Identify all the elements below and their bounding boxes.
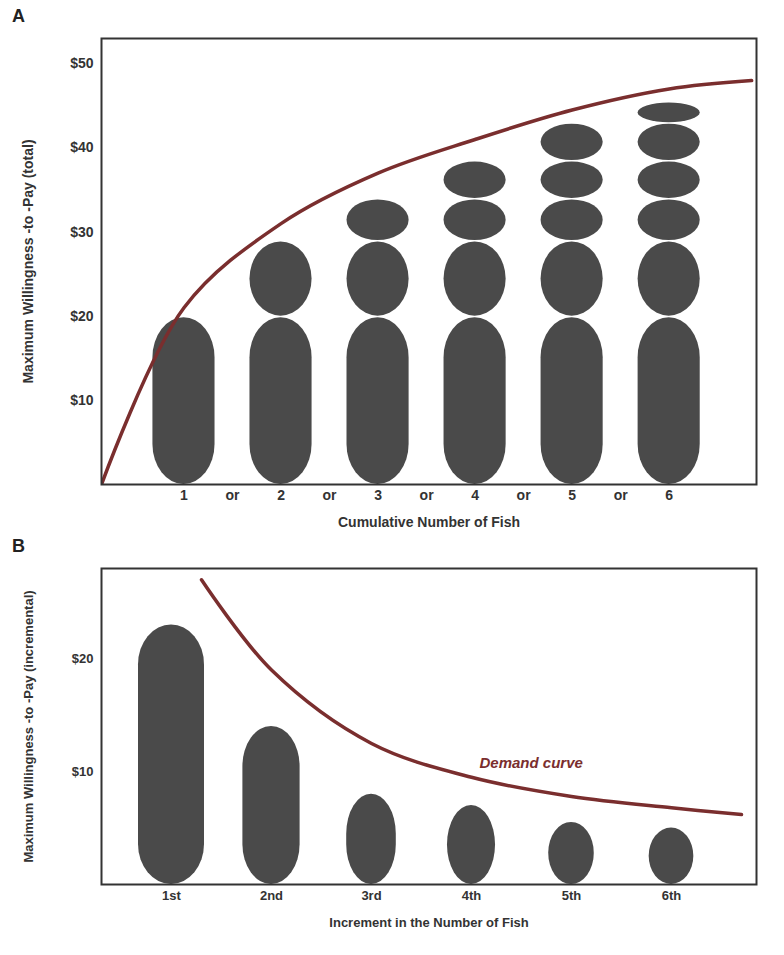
svg-text:6: 6 [665, 487, 673, 503]
svg-text:$10: $10 [72, 764, 94, 779]
svg-text:$30: $30 [70, 224, 94, 240]
svg-text:$20: $20 [70, 308, 94, 324]
svg-text:4: 4 [471, 487, 479, 503]
svg-text:1: 1 [180, 487, 188, 503]
svg-text:1st: 1st [162, 888, 181, 903]
svg-text:$10: $10 [70, 392, 94, 408]
svg-text:5: 5 [568, 487, 576, 503]
svg-text:$50: $50 [70, 55, 94, 71]
svg-text:or: or [420, 487, 435, 503]
html-text:A: A [12, 6, 25, 26]
svg-text:Cumulative Number of Fish: Cumulative Number of Fish [338, 514, 520, 530]
svg-text:or: or [323, 487, 338, 503]
svg-text:3rd: 3rd [361, 888, 381, 903]
svg-text:Maximum Willingness -to -Pay (: Maximum Willingness -to -Pay (total) [20, 139, 36, 383]
html-text:B: B [12, 536, 25, 556]
svg-text:2nd: 2nd [260, 888, 283, 903]
svg-text:Maximum Willingness -to -Pay (: Maximum Willingness -to -Pay (incrementa… [21, 590, 36, 862]
svg-text:or: or [226, 487, 241, 503]
svg-text:$40: $40 [70, 139, 94, 155]
svg-text:4th: 4th [462, 888, 482, 903]
svg-text:or: or [614, 487, 629, 503]
svg-text:$20: $20 [72, 651, 94, 666]
svg-text:Demand curve: Demand curve [480, 754, 583, 771]
svg-text:6th: 6th [662, 888, 682, 903]
svg-text:2: 2 [277, 487, 285, 503]
svg-text:or: or [517, 487, 532, 503]
svg-text:5th: 5th [562, 888, 582, 903]
svg-text:Increment in the Number of Fis: Increment in the Number of Fish [329, 915, 528, 930]
svg-text:3: 3 [374, 487, 382, 503]
